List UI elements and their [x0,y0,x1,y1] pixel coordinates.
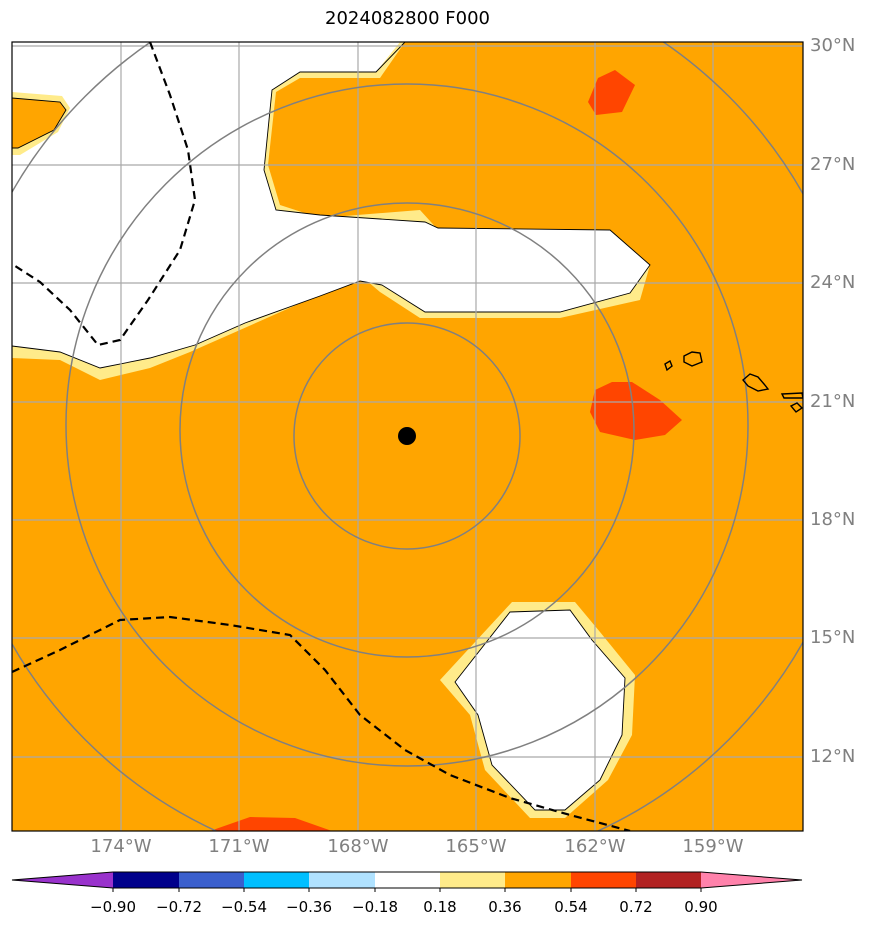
colorbar-tick-label: −0.54 [221,898,267,916]
range-ring-3 [65,83,749,767]
storm-center-marker [398,427,416,445]
colorbar-tick-label: −0.90 [90,898,136,916]
colorbar-tick-label: 0.72 [619,898,653,916]
colorbar-extend-low [12,872,113,888]
colorbar-tick-label: 0.36 [488,898,522,916]
low-value-region-southeast [440,602,635,818]
colorbar-tick-label: −0.72 [156,898,202,916]
latitude-label-21n: 21°N [810,391,856,412]
high-value-patch-south [210,817,332,831]
colorbar-segment-7 [505,872,571,888]
latitude-label-24n: 24°N [810,272,856,293]
latitude-label-27n: 27°N [810,154,856,175]
colorbar-tick-label: 0.18 [423,898,457,916]
colorbar-segment-2 [179,872,244,888]
colorbar-segment-4 [309,872,375,888]
low-value-region-northwest [12,42,651,380]
orange-inlet-west [12,92,70,155]
colorbar-tick-label: −0.36 [286,898,332,916]
high-value-patch-north [588,70,635,115]
latitude-label-12n: 12°N [810,746,856,767]
dashed-contour-south [12,615,631,831]
map-frame [11,41,804,832]
range-ring-2 [179,202,635,658]
latitude-label-15n: 15°N [810,627,856,648]
colorbar-segment-3 [244,872,309,888]
gridlines [12,42,803,831]
colorbar-segment-9 [636,872,701,888]
longitude-label-159w: 159°W [682,836,744,857]
dashed-contour-north [12,42,197,347]
high-value-patch-central [590,382,682,440]
longitude-label-162w: 162°W [564,836,626,857]
colorbar-segment-6 [440,872,505,888]
longitude-label-168w: 168°W [327,836,389,857]
latitude-label-18n: 18°N [810,509,856,530]
colorbar-segment-1 [113,872,179,888]
range-ring-inner [293,322,521,550]
colorbar-tick-label: 0.90 [684,898,718,916]
colorbar-segment-5 [375,872,440,888]
longitude-label-171w: 171°W [208,836,270,857]
longitude-label-165w: 165°W [445,836,507,857]
colorbar-tick-label: −0.18 [352,898,398,916]
colorbar-segment-8 [571,872,636,888]
colorbar-tick-label: 0.54 [554,898,588,916]
colorbar-extend-high [701,872,802,888]
island-outlines [664,351,803,413]
longitude-label-174w: 174°W [90,836,152,857]
latitude-label-30n: 30°N [810,35,856,56]
chart-title: 2024082800 F000 [325,8,490,29]
colorbar [11,871,803,892]
